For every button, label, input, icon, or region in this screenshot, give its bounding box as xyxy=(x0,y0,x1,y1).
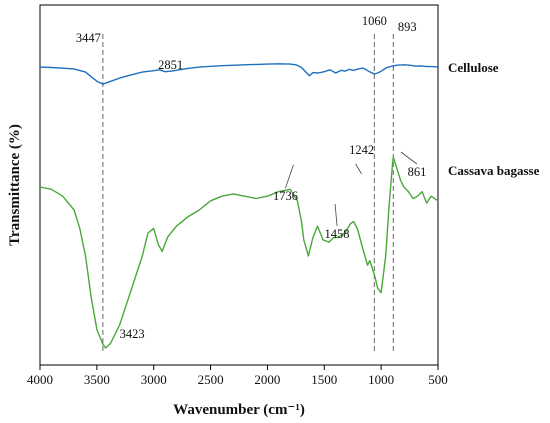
x-tick-label: 3000 xyxy=(141,372,167,387)
plot-frame xyxy=(39,4,439,366)
series-line-1 xyxy=(39,156,439,349)
x-tick-label: 2000 xyxy=(254,372,280,387)
x-axis-ticks: 4000 3500 3000 2500 2000 1500 1000 500 xyxy=(27,365,448,387)
annotation-leader xyxy=(285,164,294,189)
x-tick-label: 3500 xyxy=(84,372,110,387)
peak-label: 1736 xyxy=(273,189,298,203)
reference-lines xyxy=(102,34,394,352)
series-label-0: Cellulose xyxy=(448,60,499,75)
x-tick-label: 1000 xyxy=(368,372,394,387)
peak-label: 861 xyxy=(408,165,427,179)
peak-annotations: 3447 2851 1060 893 3423 1736 1458 1242 861 xyxy=(76,14,426,341)
x-tick-label: 1500 xyxy=(311,372,337,387)
peak-label: 2851 xyxy=(158,58,183,72)
annotation-leader xyxy=(334,203,338,227)
y-axis-title: Transmittance (%) xyxy=(7,124,23,246)
x-tick-label: 2500 xyxy=(198,372,224,387)
peak-label: 1060 xyxy=(362,14,387,28)
x-tick-label: 4000 xyxy=(27,372,53,387)
annotation-leader xyxy=(355,163,362,175)
peak-label: 3423 xyxy=(120,327,145,341)
peak-label: 1458 xyxy=(325,227,350,241)
peak-label: 1242 xyxy=(349,143,374,157)
x-tick-label: 500 xyxy=(428,372,448,387)
x-axis-title: Wavenumber (cm⁻¹) xyxy=(173,402,305,418)
peak-label: 893 xyxy=(398,20,417,34)
series-lines xyxy=(39,63,439,349)
annotation-leader xyxy=(400,151,418,165)
series-line-0 xyxy=(39,63,439,85)
peak-label: 3447 xyxy=(76,31,101,45)
series-label-1: Cassava bagasse xyxy=(448,163,540,178)
series-labels: Cellulose Cassava bagasse xyxy=(448,60,540,178)
